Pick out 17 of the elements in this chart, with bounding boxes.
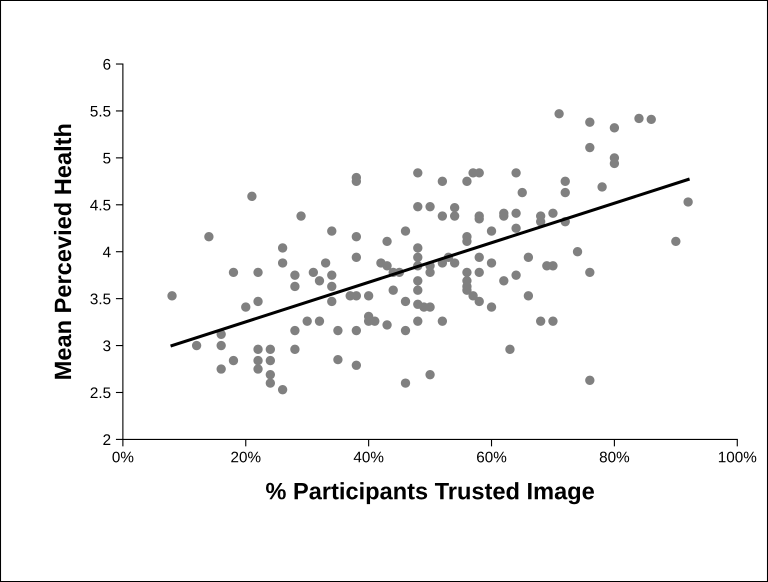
y-tick-label: 4 [102,246,111,258]
x-tick-label: 40% [354,452,384,462]
y-tick-label: 2.5 [90,387,110,398]
x-tick-label: 80% [600,452,630,462]
x-tick-label: 60% [477,452,506,462]
y-tick-label: 5.5 [90,106,110,117]
x-tick-label: 100% [718,452,756,462]
y-tick-label: 5 [103,152,110,164]
y-tick-label: 6 [103,58,110,70]
x-axis-title: % Participants Trusted Image [266,482,594,504]
y-tick-label: 2 [103,434,110,445]
x-tick-label: 20% [231,452,261,462]
y-tick-label: 3.5 [90,294,110,304]
y-axis-title: Mean Percevied Health [54,124,72,379]
x-tick-label: 0% [112,452,134,462]
y-tick-label: 4.5 [90,200,110,210]
y-tick-label: 3 [103,340,110,352]
